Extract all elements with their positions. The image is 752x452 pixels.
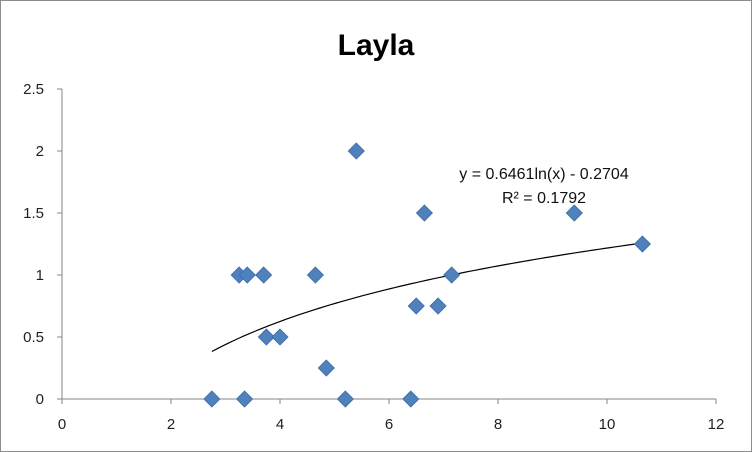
x-tick-label: 6: [385, 416, 393, 433]
data-point: [407, 297, 425, 315]
y-tick-label: 0: [36, 391, 44, 408]
trendline: [211, 242, 643, 353]
data-point: [236, 390, 254, 408]
data-point: [255, 266, 273, 284]
data-point: [565, 204, 583, 222]
x-tick-label: 8: [494, 416, 502, 433]
data-point: [203, 390, 221, 408]
y-tick-label: 1: [36, 267, 44, 284]
x-tick-label: 2: [167, 416, 175, 433]
chart-title: Layla: [338, 29, 415, 62]
data-point: [317, 359, 335, 377]
axes: [57, 88, 717, 404]
trendline-group: [211, 242, 643, 353]
data-point: [257, 328, 275, 346]
data-point: [633, 235, 651, 253]
data-point: [402, 390, 420, 408]
x-tick-label: 12: [708, 416, 725, 433]
data-points: [203, 142, 651, 408]
data-point: [271, 328, 289, 346]
data-point: [443, 266, 461, 284]
trendline-r-squared: R² = 0.1792: [502, 190, 586, 207]
x-tick-label: 0: [58, 416, 66, 433]
y-tick-label: 0.5: [23, 329, 44, 346]
x-tick-label: 4: [276, 416, 284, 433]
data-point: [347, 142, 365, 160]
data-point: [336, 390, 354, 408]
y-tick-label: 2.5: [23, 81, 44, 98]
y-tick-label: 2: [36, 143, 44, 160]
data-point: [415, 204, 433, 222]
data-point: [238, 266, 256, 284]
data-point: [429, 297, 447, 315]
y-tick-label: 1.5: [23, 205, 44, 222]
trendline-equation: y = 0.6461ln(x) - 0.2704: [459, 166, 629, 183]
data-point: [306, 266, 324, 284]
x-tick-label: 10: [599, 416, 616, 433]
tick-labels: 0 2 4 6 8 10 12 0 0.5 1 1.5 2 2.5: [23, 81, 724, 433]
